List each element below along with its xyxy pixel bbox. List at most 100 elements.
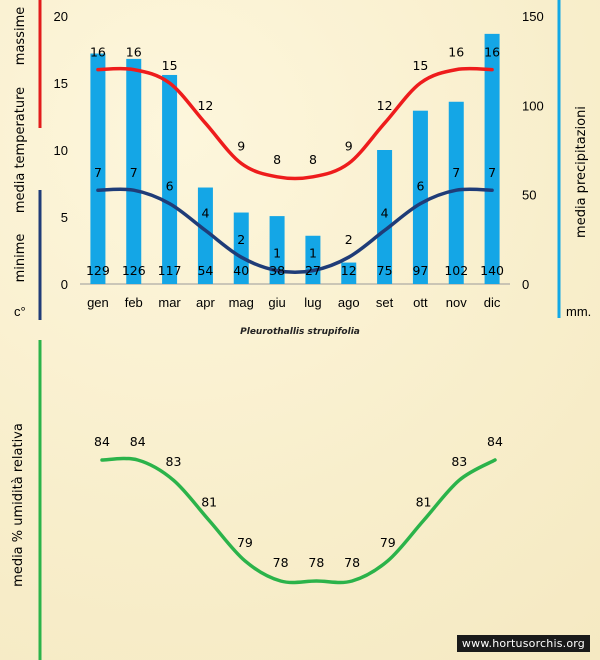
y-left-tick: 10 — [54, 143, 68, 158]
precip-bar — [377, 150, 393, 284]
label-precipitazioni: 102 — [444, 263, 468, 278]
site-watermark: www.hortusorchis.org — [456, 635, 590, 652]
label-massime: 16 — [448, 45, 464, 60]
label-massime: 8 — [273, 152, 281, 167]
label-minime: 7 — [452, 165, 460, 180]
chart-title: Pleurothallis strupifolia — [240, 327, 360, 337]
x-tick-label: ott — [413, 295, 428, 310]
humidity-curve — [100, 456, 497, 585]
precip-bar — [233, 212, 249, 284]
precip-bar — [162, 74, 178, 285]
label-minime: 6 — [416, 179, 424, 194]
climate-chart: massime media temperature minime c° media pr… — [13, 0, 591, 337]
label-minime: 7 — [130, 165, 138, 180]
label-precipitazioni: 38 — [269, 263, 285, 278]
x-tick-label: gen — [87, 295, 109, 310]
label-precipitazioni: 126 — [122, 263, 146, 278]
humidity-label: 83 — [451, 454, 467, 469]
label-massime: 16 — [90, 45, 106, 60]
label-minime: 7 — [94, 165, 102, 180]
x-tick-label: giu — [268, 295, 285, 310]
label-massime: 15 — [162, 58, 178, 73]
label-massime: 12 — [197, 98, 213, 113]
chart-axes: massime media temperature minime c° media pr… — [13, 0, 591, 320]
line-massime — [96, 66, 494, 181]
humidity-label: 81 — [201, 495, 217, 510]
unit-celsius: c° — [14, 304, 26, 319]
humidity-axis-label: media % umidità relativa — [11, 423, 26, 587]
label-precipitazioni: media precipitazioni — [574, 106, 589, 238]
precip-bar — [448, 101, 464, 284]
label-massime: 12 — [377, 98, 393, 113]
humidity-label: 84 — [487, 434, 503, 449]
precip-bar — [341, 262, 357, 284]
temperature-lines — [96, 66, 494, 275]
humidity-labels: 84 84 83 81 79 78 78 78 79 81 83 84 — [94, 434, 503, 570]
label-massime: 8 — [309, 152, 317, 167]
x-tick-label: apr — [196, 295, 215, 310]
humidity-line — [100, 456, 497, 585]
y-right-tick: 100 — [522, 98, 544, 113]
x-tick-label: mag — [229, 295, 254, 310]
unit-mm: mm. — [566, 304, 591, 319]
humidity-label: 84 — [94, 434, 110, 449]
label-precipitazioni: 140 — [480, 263, 504, 278]
humidity-label: 83 — [166, 454, 182, 469]
humidity-label: 78 — [273, 555, 289, 570]
y-left-tick: 5 — [61, 210, 68, 225]
x-tick-label: set — [376, 295, 394, 310]
label-precipitazioni: 117 — [158, 263, 182, 278]
y-right-tick: 0 — [522, 277, 529, 292]
line-minime — [96, 187, 494, 275]
label-precipitazioni: 75 — [377, 263, 393, 278]
label-minime: 4 — [381, 205, 389, 220]
humidity-axes: media % umidità relativa — [11, 340, 42, 660]
label-precipitazioni: 54 — [197, 263, 213, 278]
x-tick-label: ago — [338, 295, 360, 310]
label-massime: 16 — [126, 45, 142, 60]
label-massime: 15 — [412, 58, 428, 73]
label-precipitazioni: 12 — [341, 263, 357, 278]
label-minime: 1 — [273, 246, 281, 261]
precip-bar — [197, 187, 213, 284]
label-minime: 2 — [237, 232, 245, 247]
humidity-label: 78 — [308, 555, 324, 570]
label-precipitazioni: 129 — [86, 263, 110, 278]
y-left-tick: 15 — [54, 76, 68, 91]
label-precipitazioni: 97 — [412, 263, 428, 278]
humidity-label: 78 — [344, 555, 360, 570]
precip-bar — [90, 53, 106, 284]
label-massime: 9 — [237, 138, 245, 153]
label-media-temperature: media temperature — [13, 87, 28, 213]
y-left-tick: 0 — [61, 277, 68, 292]
humidity-label: 79 — [380, 535, 396, 550]
label-massime: 16 — [484, 45, 500, 60]
label-minime: 6 — [166, 179, 174, 194]
x-tick-label: lug — [304, 295, 321, 310]
humidity-label: 79 — [237, 535, 253, 550]
label-minime: 1 — [309, 246, 317, 261]
humidity-label: 81 — [416, 495, 432, 510]
precip-bar — [269, 216, 285, 284]
y-left-tick: 20 — [54, 9, 68, 24]
label-massime: massime — [13, 7, 28, 65]
label-massime: 9 — [345, 138, 353, 153]
label-precipitazioni: 27 — [305, 263, 321, 278]
precip-bar — [484, 33, 500, 284]
precipitation-bars — [90, 33, 500, 285]
x-tick-label: mar — [158, 295, 181, 310]
label-precipitazioni: 40 — [233, 263, 249, 278]
label-minime: minime — [13, 234, 28, 283]
y-right-tick: 150 — [522, 9, 544, 24]
precip-bar — [126, 58, 142, 284]
label-minime: 7 — [488, 165, 496, 180]
x-tick-label: nov — [446, 295, 467, 310]
x-tick-label: dic — [484, 295, 501, 310]
precip-bar — [412, 110, 428, 285]
label-minime: 4 — [201, 205, 209, 220]
x-tick-label: feb — [125, 295, 143, 310]
humidity-label: 84 — [130, 434, 146, 449]
label-minime: 2 — [345, 232, 353, 247]
